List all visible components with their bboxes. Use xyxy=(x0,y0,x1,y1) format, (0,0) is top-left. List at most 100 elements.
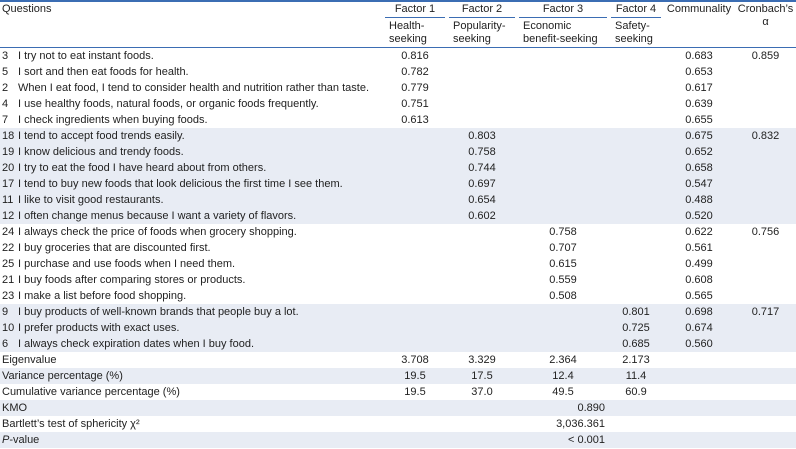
summary-value: 3.329 xyxy=(468,354,496,366)
loading-cell xyxy=(609,272,663,288)
item-number: 2 xyxy=(2,82,9,94)
item-number: 7 xyxy=(2,114,9,126)
question-cell: 24 I always check the price of foods when… xyxy=(0,224,383,240)
test-label: Bartlett’s test of sphericity χ² xyxy=(2,418,140,430)
factor-subtitle: Health-seeking xyxy=(389,20,427,45)
loading-cell: 0.801 xyxy=(609,304,663,320)
loading-cell xyxy=(517,304,609,320)
loading-cell xyxy=(517,320,609,336)
item-row: 19 I know delicious and trendy foods. 0.75… xyxy=(0,144,796,160)
communality-cell: 0.683 xyxy=(663,48,735,65)
alpha-cell: 0.832 xyxy=(735,128,796,144)
empty-cell xyxy=(663,352,735,368)
item-row: 24 I always check the price of foods when… xyxy=(0,224,796,240)
loading-cell xyxy=(609,192,663,208)
loading: 0.559 xyxy=(549,274,577,286)
item-text: I buy products of well-known brands that… xyxy=(18,306,299,318)
alpha-cell: 0.859 xyxy=(735,48,796,65)
loading-cell xyxy=(609,240,663,256)
communality-cell: 0.617 xyxy=(663,80,735,96)
alpha-cell xyxy=(735,240,796,256)
communality-cell: 0.499 xyxy=(663,256,735,272)
item-text: I prefer products with exact uses. xyxy=(18,322,180,334)
empty-cell xyxy=(383,432,447,448)
loading-cell: 0.816 xyxy=(383,48,447,65)
header-row: Questions Factor 1 Health-seeking Factor 2… xyxy=(0,1,796,48)
loading: 0.602 xyxy=(468,210,496,222)
loading-cell xyxy=(609,144,663,160)
loading-cell xyxy=(383,208,447,224)
loading: 0.801 xyxy=(622,306,650,318)
summary-value: 11.4 xyxy=(625,370,647,382)
table-header: Questions Factor 1 Health-seeking Factor 2… xyxy=(0,1,796,48)
question-cell: 9 I buy products of well-known brands tha… xyxy=(0,304,383,320)
alpha: 0.756 xyxy=(751,226,780,238)
summary-cell: 19.5 xyxy=(383,384,447,400)
item-number: 12 xyxy=(2,210,15,222)
item-number: 25 xyxy=(2,258,15,270)
loading-cell xyxy=(383,256,447,272)
summary-value: 60.9 xyxy=(625,386,647,398)
item-number: 17 xyxy=(2,178,15,190)
item-text: When I eat food, I tend to consider heal… xyxy=(18,82,370,94)
loading: 0.744 xyxy=(468,162,496,174)
communality-cell: 0.698 xyxy=(663,304,735,320)
question-cell: 5 I sort and then eat foods for health. xyxy=(0,64,383,80)
alpha-cell xyxy=(735,272,796,288)
loading: 0.803 xyxy=(468,130,496,142)
alpha-cell xyxy=(735,256,796,272)
loading-cell xyxy=(383,144,447,160)
alpha-cell: 0.756 xyxy=(735,224,796,240)
loading: 0.758 xyxy=(468,146,496,158)
loading-cell xyxy=(447,224,517,240)
communality: 0.565 xyxy=(685,290,713,302)
empty-cell xyxy=(663,400,735,416)
item-number: 6 xyxy=(2,338,9,350)
alpha-cell xyxy=(735,288,796,304)
summary-cell: 3.329 xyxy=(447,352,517,368)
loading: 0.779 xyxy=(401,82,429,94)
loading-cell xyxy=(383,192,447,208)
communality: 0.675 xyxy=(685,130,713,142)
item-text: I always check the price of foods when g… xyxy=(18,226,297,238)
loading-cell xyxy=(447,288,517,304)
item-row: 17 I tend to buy new foods that look deli… xyxy=(0,176,796,192)
empty-cell xyxy=(383,416,447,432)
header-cell: Communality xyxy=(663,1,735,48)
question-cell: 12 I often change menus because I want a … xyxy=(0,208,383,224)
test-label-cell: P-value xyxy=(0,432,383,448)
test-label-cell: Bartlett’s test of sphericity χ² xyxy=(0,416,383,432)
item-text: I like to visit good restaurants. xyxy=(18,194,164,206)
loading-cell xyxy=(517,336,609,352)
alpha-cell xyxy=(735,64,796,80)
loading-cell xyxy=(383,224,447,240)
communality: 0.608 xyxy=(685,274,713,286)
item-row: 4 I use healthy foods, natural foods, or … xyxy=(0,96,796,112)
summary-label: Cumulative variance percentage (%) xyxy=(2,386,180,398)
factor-name: Factor 2 xyxy=(449,3,515,18)
loading-cell xyxy=(447,336,517,352)
alpha-cell xyxy=(735,96,796,112)
summary-value: 2.173 xyxy=(622,354,650,366)
communality: 0.652 xyxy=(685,146,713,158)
loading-cell xyxy=(383,128,447,144)
header-label: Communality xyxy=(666,3,732,15)
test-value-cell: 3,036.361 xyxy=(517,416,609,432)
item-row: 6 I always check expiration dates when I … xyxy=(0,336,796,352)
loading-cell xyxy=(517,192,609,208)
empty-cell xyxy=(663,384,735,400)
header-label: Cronbach’s α xyxy=(737,3,794,28)
empty-cell xyxy=(609,416,663,432)
summary-value: 19.5 xyxy=(404,386,426,398)
item-text: I check ingredients when buying foods. xyxy=(18,114,208,126)
loading-cell xyxy=(447,304,517,320)
item-number: 20 xyxy=(2,162,15,174)
loading-cell xyxy=(517,208,609,224)
communality-cell: 0.560 xyxy=(663,336,735,352)
loading: 0.685 xyxy=(622,338,650,350)
question-cell: 11 I like to visit good restaurants. xyxy=(0,192,383,208)
item-row: 12 I often change menus because I want a … xyxy=(0,208,796,224)
loading-cell: 0.751 xyxy=(383,96,447,112)
loading-cell xyxy=(609,208,663,224)
